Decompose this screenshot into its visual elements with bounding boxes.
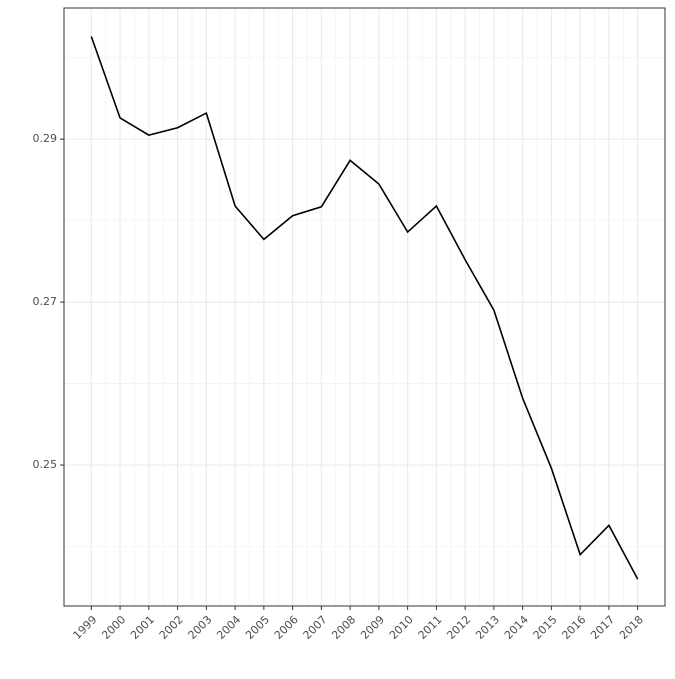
x-tick-label: 2010 <box>387 613 416 642</box>
x-tick-label: 1999 <box>71 613 100 642</box>
x-tick-label: 2011 <box>416 613 445 642</box>
x-tick-label: 2005 <box>243 613 272 642</box>
line <box>90 36 639 580</box>
x-tick-label: 2014 <box>502 613 531 642</box>
y-tick-label: 0.29 <box>33 132 58 145</box>
x-tick-label: 2016 <box>559 613 588 642</box>
x-tick-label: 2013 <box>473 613 502 642</box>
panel-border <box>63 7 666 607</box>
x-tick-label: 2004 <box>214 613 243 642</box>
x-tick-label: 2018 <box>617 613 646 642</box>
x-tick-label: 2000 <box>99 613 128 642</box>
x-tick-label: 2006 <box>272 613 301 642</box>
x-tick-label: 2008 <box>329 613 358 642</box>
x-tick-label: 2017 <box>588 613 617 642</box>
y-tick-label: 0.25 <box>33 458 58 471</box>
x-tick-label: 2012 <box>444 613 473 642</box>
x-tick-label: 2007 <box>301 613 330 642</box>
x-tick-label: 2009 <box>358 613 387 642</box>
x-tick-label: 2015 <box>531 613 560 642</box>
y-tick-label: 0.27 <box>33 295 58 308</box>
x-tick-label: 2001 <box>128 613 157 642</box>
x-tick-label: 2003 <box>186 613 215 642</box>
x-tick-label: 2002 <box>157 613 186 642</box>
